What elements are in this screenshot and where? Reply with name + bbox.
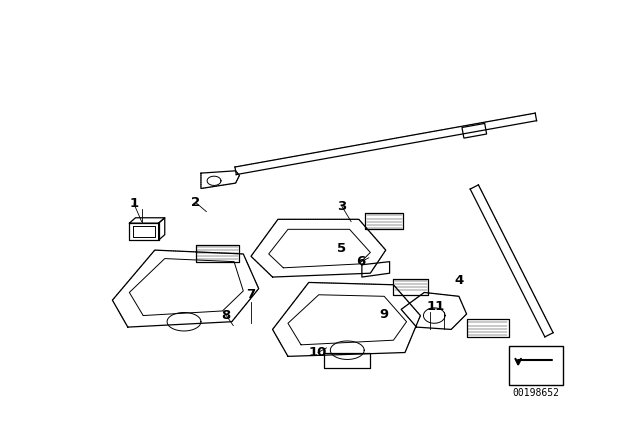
Text: 9: 9 bbox=[380, 307, 388, 320]
Text: 10: 10 bbox=[309, 346, 327, 359]
Bar bbox=[462, 123, 486, 138]
Text: 5: 5 bbox=[337, 242, 346, 255]
Bar bbox=[509, 346, 563, 385]
Text: 8: 8 bbox=[221, 309, 231, 322]
Text: 1: 1 bbox=[129, 198, 138, 211]
Text: 3: 3 bbox=[337, 200, 346, 213]
Text: 11: 11 bbox=[427, 300, 445, 313]
Text: 4: 4 bbox=[454, 275, 463, 288]
Text: 6: 6 bbox=[356, 255, 365, 268]
Text: 00198652: 00198652 bbox=[513, 388, 559, 397]
Text: 2: 2 bbox=[191, 196, 200, 209]
Text: 7: 7 bbox=[246, 288, 255, 301]
